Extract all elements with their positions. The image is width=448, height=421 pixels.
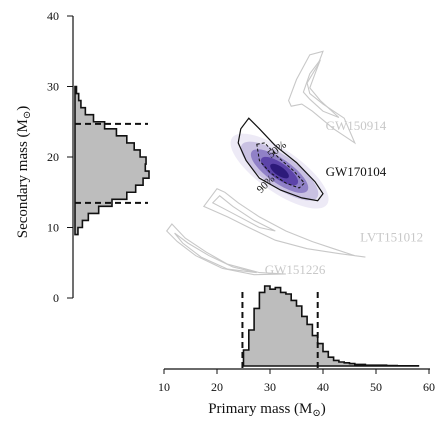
x-tick-label: 20 [211, 380, 223, 394]
x-tick-label: 50 [370, 380, 382, 394]
y-tick-label: 0 [53, 291, 59, 305]
secondary-mass-bars [74, 85, 150, 236]
y-tick-label: 40 [47, 9, 59, 23]
y-tick-label: 10 [47, 221, 59, 235]
gw170104-contour-90 [237, 117, 324, 202]
x-tick-label: 60 [423, 380, 435, 394]
lvt151012-contour-90 [202, 188, 366, 258]
x-axis-title: Primary mass (M⊙) [208, 401, 326, 419]
secondary-mass-histogram [74, 85, 150, 236]
event-label-lvt151012: LVT151012 [360, 230, 423, 245]
credible-region-contours [165, 50, 366, 276]
x-tick-label: 30 [264, 380, 276, 394]
event-labels: GW150914 GW170104 LVT151012 GW151226 [265, 118, 423, 277]
density-level-5 [270, 163, 289, 179]
gw151226-contour-50 [174, 232, 257, 274]
x-tick-label: 10 [158, 380, 170, 394]
event-label-gw170104: GW170104 [326, 164, 387, 179]
lvt151012-contour-50 [211, 195, 276, 232]
y-tick-label: 20 [47, 150, 59, 164]
gw170104-contour-50 [256, 142, 306, 189]
x-axis-ticks: 10 20 30 40 50 60 [158, 369, 435, 394]
gw150914-contour-50 [302, 59, 340, 119]
x-tick-label: 40 [317, 380, 329, 394]
y-tick-label: 30 [47, 80, 59, 94]
gw170104-posterior-density: 50%90% [230, 117, 329, 209]
event-label-gw151226: GW151226 [265, 262, 326, 277]
gw151226-contour-90 [165, 223, 286, 276]
gw150914-contour-90 [288, 50, 357, 145]
primary-mass-bars [242, 285, 420, 367]
y-axis-ticks: 0 10 20 30 40 [47, 9, 73, 305]
y-axis-title: Secondary mass (M⊙) [15, 106, 33, 239]
primary-mass-histogram [241, 285, 420, 368]
event-label-gw150914: GW150914 [326, 118, 387, 133]
